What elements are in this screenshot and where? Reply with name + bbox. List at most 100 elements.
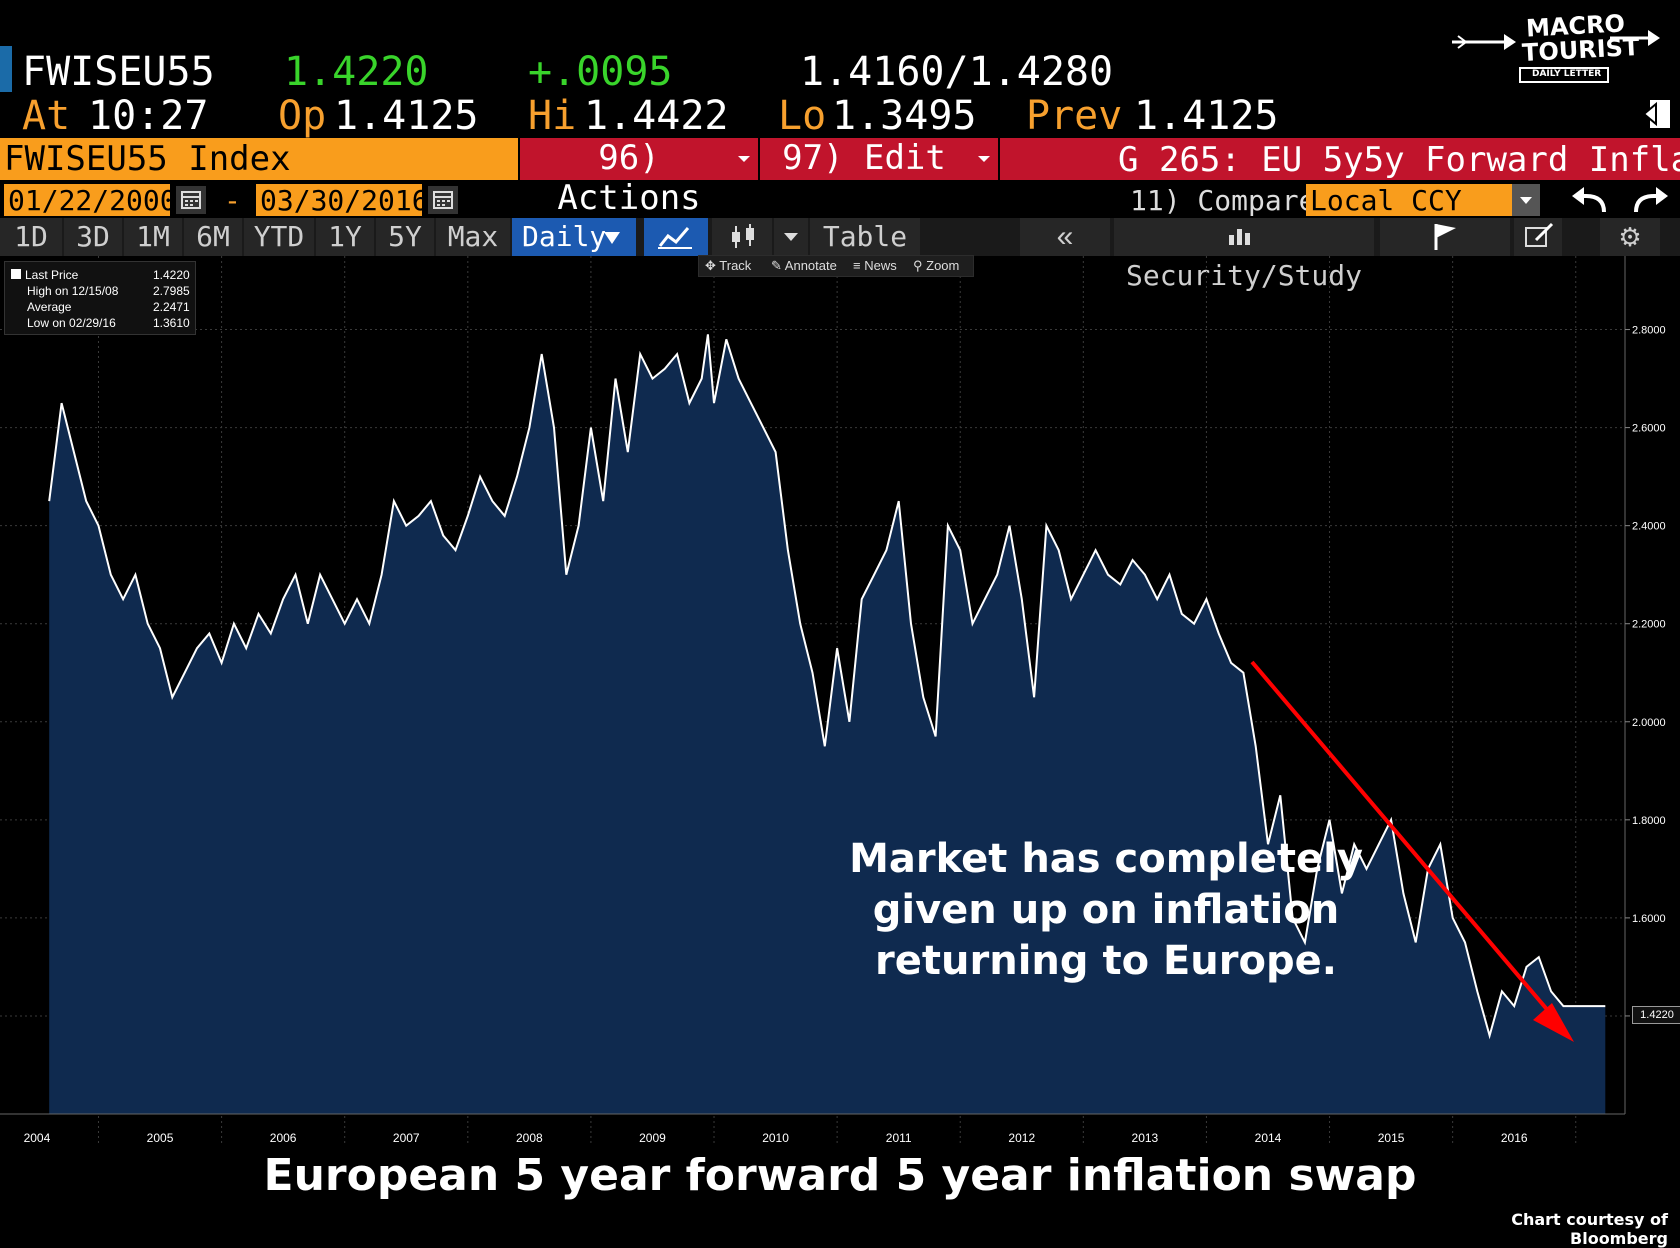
price-line [48, 334, 1606, 1040]
chart-caption: European 5 year forward 5 year inflation… [263, 1150, 1417, 1201]
high-label: Hi [528, 93, 577, 139]
annotate-tool[interactable]: ✎ Annotate [771, 258, 837, 273]
table-button[interactable]: Table [810, 218, 920, 256]
y-tick-label: 2.6000 [1632, 423, 1666, 435]
calendar-icon[interactable] [428, 186, 458, 214]
chevron-down-icon [738, 156, 750, 162]
y-axis: 2.8000 2.6000 2.4000 2.2000 2.0000 1.8000 1.60… [1624, 256, 1666, 1114]
y-tick-label: 2.8000 [1632, 325, 1666, 337]
last-time: 10:27 [88, 93, 209, 139]
x-tick-label: 2009 [639, 1131, 666, 1145]
prev-label: Prev [1026, 93, 1123, 139]
tab-3d[interactable]: 3D [64, 218, 122, 256]
line-chart-icon[interactable] [644, 218, 708, 256]
y-tick-label: 2.2000 [1632, 619, 1666, 631]
legend-average-value: 2.2471 [153, 300, 190, 314]
tab-1m[interactable]: 1M [124, 218, 182, 256]
chart-annotation: Market has completely given up on inflat… [849, 836, 1363, 984]
y-tick-label: 1.8000 [1632, 815, 1666, 827]
bid-ask: 1.4160/1.4280 [800, 49, 1114, 95]
calendar-icon[interactable] [176, 186, 206, 214]
logo-arrows-icon [1452, 30, 1660, 83]
low-value: 1.3495 [832, 93, 977, 139]
news-tool[interactable]: ≡ News [853, 258, 897, 273]
open-label: Op [278, 93, 327, 139]
tab-ytd[interactable]: YTD [244, 218, 314, 256]
open-value: 1.4125 [334, 93, 479, 139]
x-tick-label: 2014 [1255, 1131, 1282, 1145]
chart-credit: Chart courtesy of Bloomberg [1511, 1210, 1668, 1248]
legend-high-value: 2.7985 [153, 284, 190, 298]
chart-type-dropdown-icon[interactable] [774, 218, 808, 256]
currency-select[interactable]: Local CCY [1306, 184, 1512, 217]
x-tick-label: 2007 [393, 1131, 420, 1145]
legend-high-label: High on 12/15/08 [27, 284, 119, 298]
flag-icon[interactable] [1380, 218, 1510, 256]
security-field[interactable]: FWISEU55 Index [0, 138, 518, 180]
arrow-head-icon [1533, 1003, 1574, 1042]
date-separator: - [224, 184, 241, 217]
last-price-tag: 1.4220 [1632, 1006, 1680, 1024]
x-tick-label: 2012 [1008, 1131, 1035, 1145]
legend-item-last: Last Price [11, 267, 78, 283]
export-icon[interactable] [1642, 98, 1672, 130]
price-area [49, 334, 1606, 1114]
last-price-swatch-icon [11, 269, 21, 279]
x-tick-label: 2016 [1501, 1131, 1528, 1145]
redo-icon[interactable] [1624, 184, 1672, 218]
frequency-select[interactable]: Daily [512, 218, 636, 256]
low-label: Lo [778, 93, 827, 139]
high-value: 1.4422 [584, 93, 729, 139]
graph-title-bar: G 265: EU 5y5y Forward Inflatio [1000, 138, 1680, 180]
x-tick-label: 2005 [147, 1131, 174, 1145]
chart-legend: Last Price 1.4220 High on 12/15/08 2.798… [4, 261, 196, 335]
x-tick-label: 2015 [1378, 1131, 1405, 1145]
start-date-field[interactable]: 01/22/2000 [4, 184, 177, 217]
chevron-down-icon [978, 156, 990, 162]
ticker-marker [0, 46, 12, 92]
tab-5y[interactable]: 5Y [376, 218, 434, 256]
edit-menu-button[interactable]: 97) Edit [760, 138, 998, 180]
x-tick-label: 2006 [270, 1131, 297, 1145]
settings-gear-icon[interactable]: ⚙ [1600, 218, 1660, 256]
legend-low-label: Low on 02/29/16 [27, 316, 116, 330]
tab-max[interactable]: Max [436, 218, 510, 256]
tab-6m[interactable]: 6M [184, 218, 242, 256]
x-axis: 2004 2005 2006 2007 2008 2009 2010 2011 2012 2013… [0, 1113, 1625, 1145]
y-tick-label: 1.6000 [1632, 913, 1666, 925]
security-study-button[interactable]: Security/Study [1114, 218, 1374, 292]
chart-tools-bar: ✥ Track ✎ Annotate ≡ News ⚲ Zoom [698, 255, 974, 277]
x-tick-label: 2013 [1132, 1131, 1159, 1145]
end-date-field[interactable]: 03/30/2016 [256, 184, 429, 217]
chart-svg: 2.8000 2.6000 2.4000 2.2000 2.0000 1.8000 1.60… [0, 256, 1666, 1146]
at-label: At [22, 93, 71, 139]
edit-annotation-icon[interactable] [1514, 218, 1562, 256]
bar-chart-icon [1227, 219, 1255, 257]
macro-tourist-logo: MACRO TOURIST DAILY LETTER [1450, 9, 1660, 92]
prev-value: 1.4125 [1134, 93, 1279, 139]
x-tick-label: 2011 [886, 1131, 912, 1145]
legend-last-value: 1.4220 [153, 268, 190, 282]
tab-1d[interactable]: 1D [0, 218, 62, 256]
legend-average-label: Average [27, 300, 72, 314]
currency-dropdown-icon[interactable] [1512, 184, 1540, 216]
ticker: FWISEU55 [22, 49, 215, 95]
trend-arrow [1250, 660, 1558, 1022]
last-price: 1.4220 [284, 49, 429, 95]
track-tool[interactable]: ✥ Track [705, 258, 752, 273]
x-tick-label: 2010 [762, 1131, 789, 1145]
actions-menu-button[interactable]: 96) Actions [520, 138, 758, 218]
compare-button[interactable]: 11) Compare [1130, 184, 1316, 217]
y-tick-label: 2.0000 [1632, 717, 1666, 729]
tab-1y[interactable]: 1Y [316, 218, 374, 256]
undo-icon[interactable] [1568, 184, 1616, 218]
zoom-tool[interactable]: ⚲ Zoom [913, 258, 960, 273]
net-change: +.0095 [528, 49, 673, 95]
y-tick-label: 2.4000 [1632, 521, 1666, 533]
collapse-left-icon[interactable]: « [1020, 218, 1110, 256]
chevron-down-icon [604, 232, 620, 244]
x-tick-label: 2004 [24, 1131, 51, 1145]
legend-low-value: 1.3610 [153, 316, 190, 330]
candlestick-icon[interactable] [712, 218, 772, 256]
x-tick-label: 2008 [516, 1131, 543, 1145]
